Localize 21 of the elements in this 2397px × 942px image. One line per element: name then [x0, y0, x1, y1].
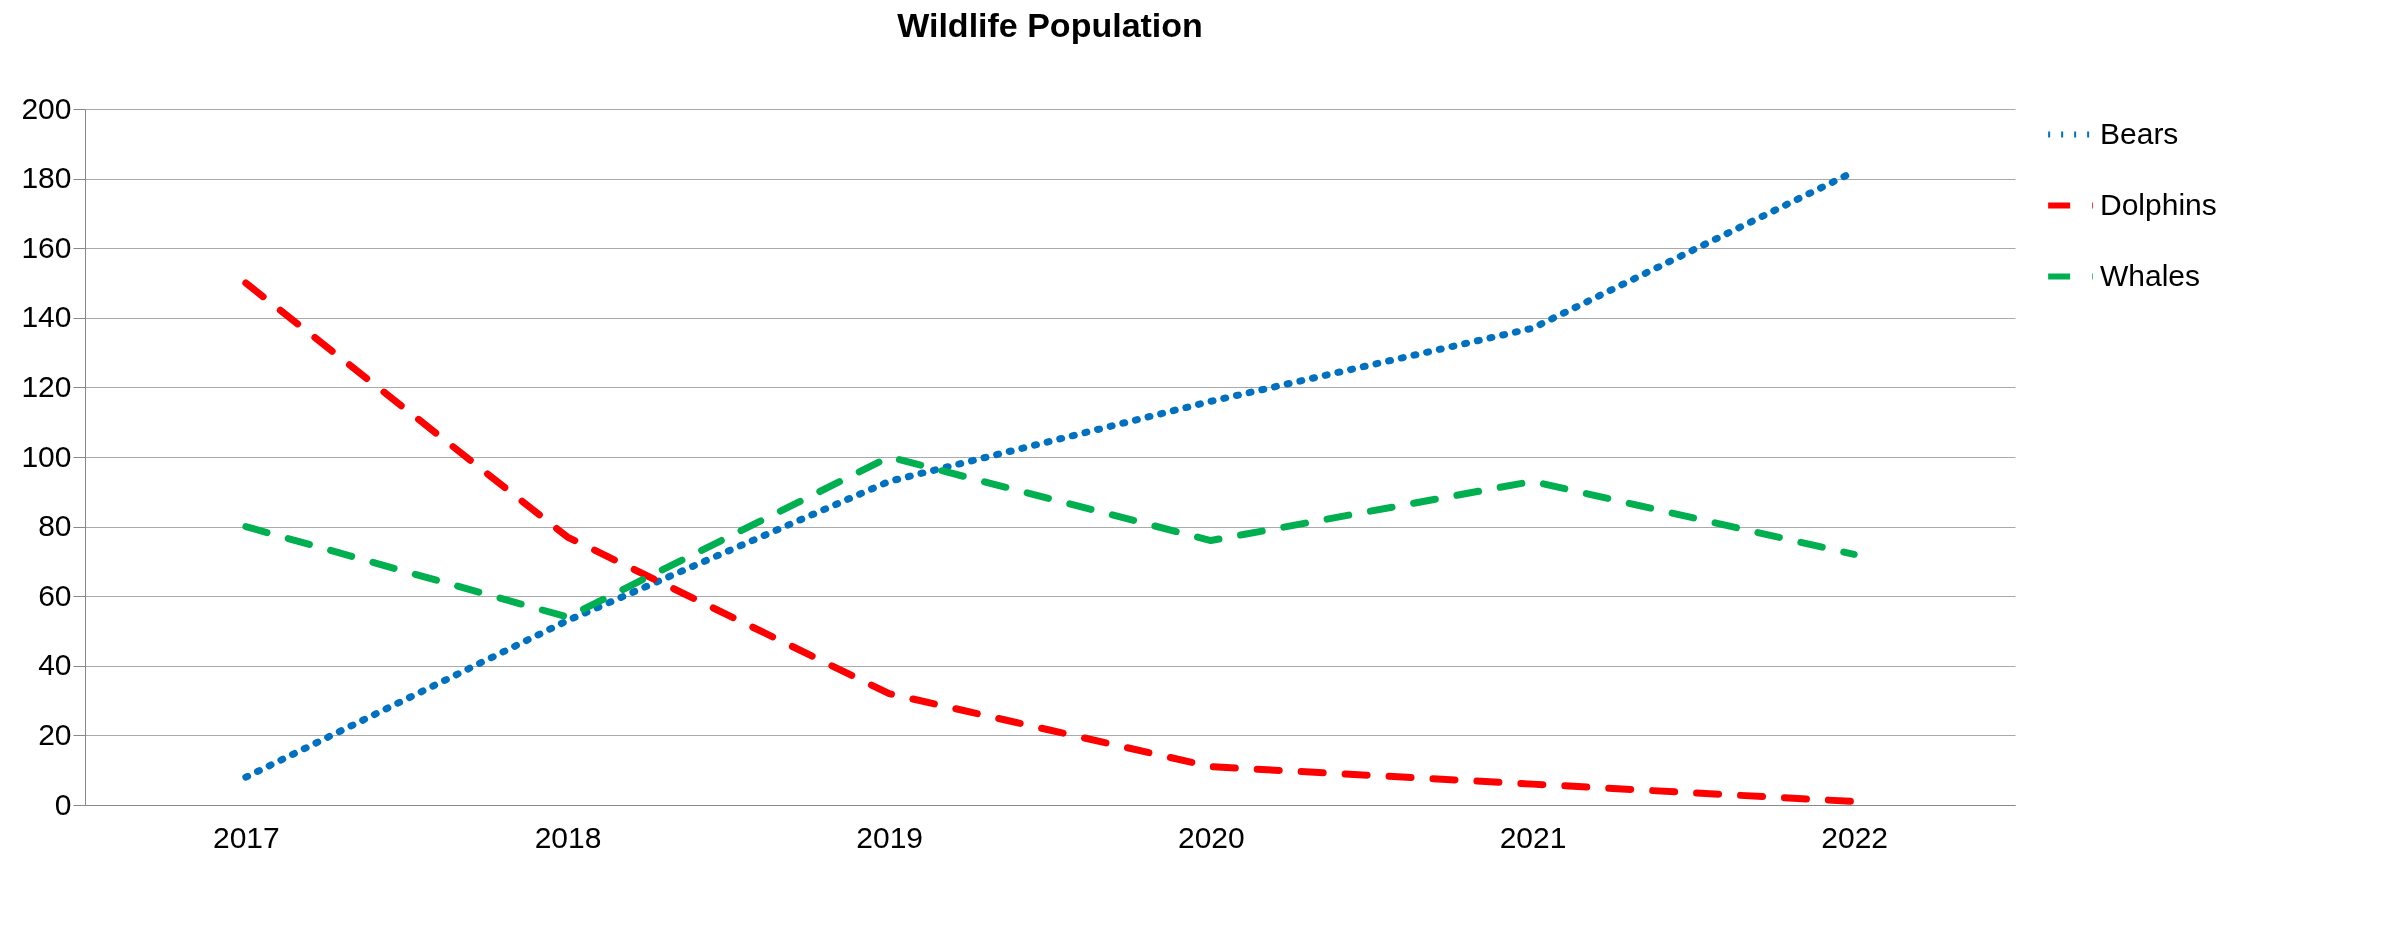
y-tick-label: 60	[38, 578, 72, 612]
y-tick-label: 180	[21, 161, 72, 195]
y-tick-label: 80	[38, 509, 72, 543]
y-tick-label: 160	[21, 230, 72, 264]
y-tick-label: 100	[21, 439, 72, 473]
y-tick-label: 40	[38, 648, 72, 682]
y-tick-label: 0	[54, 787, 72, 821]
x-tick-label: 2018	[534, 820, 602, 854]
y-tick-label: 120	[21, 369, 72, 403]
legend-label: Bears	[2100, 116, 2179, 150]
y-tick-label: 200	[21, 91, 72, 125]
y-tick-label: 140	[21, 300, 72, 334]
legend-label: Dolphins	[2100, 187, 2217, 221]
x-tick-label: 2022	[1821, 820, 1889, 854]
x-tick-label: 2021	[1499, 820, 1567, 854]
y-tick-label: 20	[38, 717, 72, 751]
x-tick-label: 2017	[212, 820, 280, 854]
x-tick-label: 2019	[856, 820, 924, 854]
x-tick-label: 2020	[1177, 820, 1245, 854]
chart-title: Wildlife Population	[897, 6, 1203, 44]
legend-label: Whales	[2100, 258, 2201, 292]
